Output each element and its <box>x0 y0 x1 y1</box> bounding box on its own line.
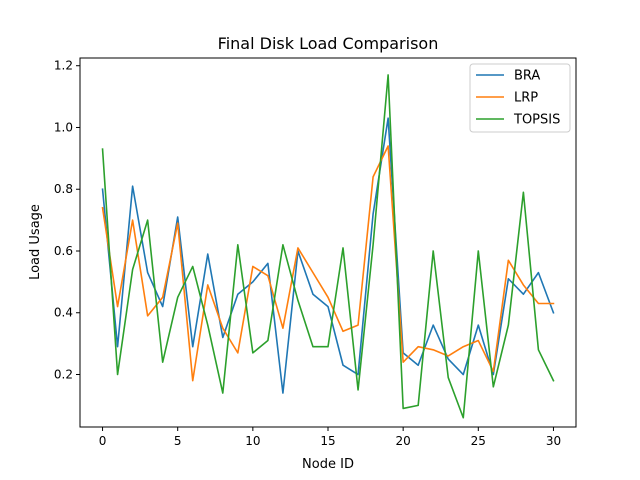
legend-label-bra: BRA <box>514 69 540 84</box>
x-tick-label: 30 <box>546 434 561 448</box>
y-tick-label: 1.0 <box>54 120 73 134</box>
x-tick-label: 20 <box>396 434 411 448</box>
y-tick-label: 0.4 <box>54 306 73 320</box>
x-tick-label: 25 <box>471 434 486 448</box>
chart-title: Final Disk Load Comparison <box>218 34 439 53</box>
legend-label-lrp: LRP <box>514 91 538 106</box>
y-tick-label: 0.8 <box>54 182 73 196</box>
x-tick-label: 10 <box>245 434 260 448</box>
x-tick-label: 0 <box>99 434 107 448</box>
legend-box <box>469 63 571 133</box>
x-axis: 0 5 10 15 20 25 30 <box>99 427 561 448</box>
x-tick-label: 15 <box>320 434 335 448</box>
legend-label-topsis: TOPSIS <box>513 113 560 128</box>
legend-entries: BRA LRP TOPSIS <box>476 69 560 128</box>
series-line-lrp <box>101 145 555 382</box>
y-axis: 0.2 0.4 0.6 0.8 1.0 1.2 <box>54 59 80 382</box>
x-tick-label: 5 <box>174 434 182 448</box>
y-tick-label: 0.6 <box>54 244 73 258</box>
series-line-bra <box>101 117 555 394</box>
series-lines <box>101 74 555 419</box>
legend: BRA LRP TOPSIS <box>469 63 571 133</box>
y-tick-label: 0.2 <box>54 368 73 382</box>
y-axis-label: Load Usage <box>28 204 43 280</box>
y-tick-label: 1.2 <box>54 59 73 73</box>
x-axis-label: Node ID <box>302 457 354 472</box>
series-line-topsis <box>101 74 555 419</box>
